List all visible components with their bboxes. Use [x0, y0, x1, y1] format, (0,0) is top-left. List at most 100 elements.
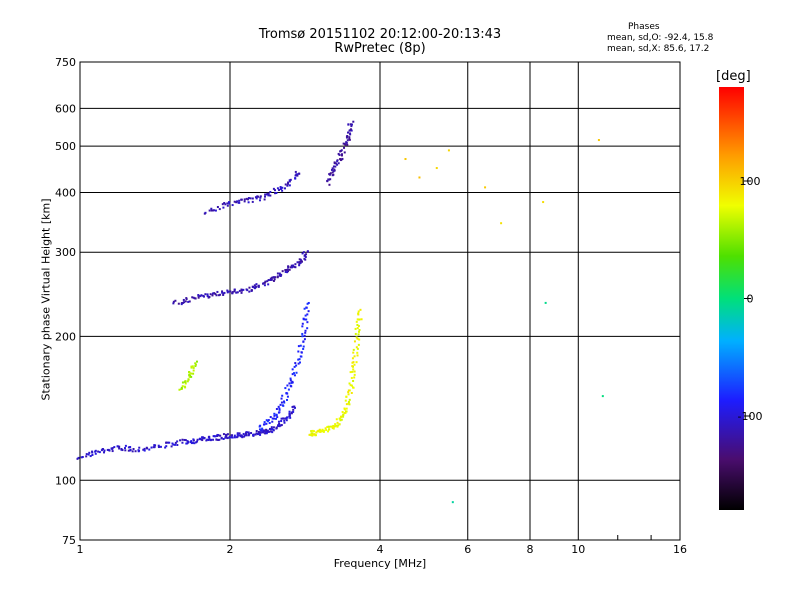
data-point: [250, 289, 253, 292]
data-point: [435, 167, 438, 170]
x-tick-label: 4: [377, 543, 384, 556]
y-tick-label: 750: [55, 56, 76, 69]
data-point: [283, 421, 286, 424]
data-point: [346, 134, 349, 137]
data-point: [286, 416, 289, 419]
data-point: [218, 208, 221, 211]
data-point: [236, 432, 239, 435]
data-point: [206, 295, 209, 298]
data-point: [263, 430, 266, 433]
colorbar-ticks: 100 0 -100: [738, 175, 763, 423]
data-point: [265, 428, 268, 431]
data-point: [335, 424, 338, 427]
data-point: [94, 449, 97, 452]
data-point: [248, 433, 251, 436]
data-point: [341, 411, 344, 414]
data-point: [345, 395, 348, 398]
data-point: [255, 197, 258, 200]
data-point: [418, 176, 421, 179]
data-point: [298, 358, 301, 361]
data-point: [256, 433, 259, 436]
data-point: [286, 268, 289, 271]
data-point: [289, 379, 292, 382]
data-point: [259, 196, 262, 199]
data-point: [597, 139, 600, 142]
data-point: [298, 258, 301, 261]
phase-colorbar: [719, 87, 744, 510]
data-point: [350, 125, 353, 128]
data-point: [289, 266, 292, 269]
data-point: [298, 172, 301, 175]
data-point: [326, 180, 329, 183]
data-point: [186, 380, 189, 383]
data-point: [291, 405, 294, 408]
data-point: [337, 424, 340, 427]
data-point: [301, 322, 304, 325]
data-point: [246, 431, 249, 434]
data-point: [336, 421, 339, 424]
data-point: [305, 306, 308, 309]
data-point: [306, 327, 309, 330]
data-point: [264, 280, 267, 283]
data-point: [355, 361, 358, 364]
data-point: [273, 412, 276, 415]
data-point: [351, 370, 354, 373]
data-point: [329, 172, 332, 175]
data-point: [202, 436, 205, 439]
data-point: [263, 281, 266, 284]
data-point: [285, 398, 288, 401]
data-point: [355, 346, 358, 349]
data-point: [304, 329, 307, 332]
data-point: [267, 194, 270, 197]
y-tick-label: 100: [55, 474, 76, 487]
data-point: [266, 429, 269, 432]
data-point: [312, 430, 315, 433]
data-point: [296, 261, 299, 264]
data-point: [295, 364, 298, 367]
data-point: [192, 369, 195, 372]
data-point: [263, 284, 266, 287]
data-point: [339, 159, 342, 162]
data-point: [451, 501, 454, 504]
data-point: [334, 423, 337, 426]
data-point: [278, 272, 281, 275]
data-point: [118, 447, 121, 450]
data-point: [356, 354, 359, 357]
data-point: [347, 400, 350, 403]
data-point: [183, 438, 186, 441]
data-point: [293, 374, 296, 377]
data-point: [327, 430, 330, 433]
data-point: [243, 198, 246, 201]
data-point: [190, 375, 193, 378]
data-point: [346, 139, 349, 142]
data-point: [353, 340, 356, 343]
data-point: [357, 333, 360, 336]
data-point: [300, 355, 303, 358]
data-point: [356, 318, 359, 321]
data-point: [111, 447, 114, 450]
data-point: [267, 283, 270, 286]
data-point: [184, 300, 187, 303]
data-point: [269, 428, 272, 431]
chart-title: Tromsø 20151102 20:12:00-20:13:43: [258, 27, 502, 42]
colorbar-tick-label: 0: [747, 293, 754, 306]
data-point: [351, 365, 354, 368]
data-point: [347, 123, 350, 126]
data-point: [266, 430, 269, 433]
data-point: [88, 451, 91, 454]
data-point: [350, 391, 353, 394]
data-point: [354, 332, 357, 335]
data-point: [121, 449, 124, 452]
data-points: [76, 120, 604, 504]
data-point: [313, 433, 316, 436]
data-point: [346, 131, 349, 134]
data-point: [123, 447, 126, 450]
data-point: [286, 395, 289, 398]
data-point: [216, 206, 219, 209]
data-point: [337, 162, 340, 165]
data-point: [106, 448, 109, 451]
data-point: [278, 407, 281, 410]
data-point: [194, 362, 197, 365]
data-point: [255, 283, 258, 286]
y-tick-label: 600: [55, 102, 76, 115]
